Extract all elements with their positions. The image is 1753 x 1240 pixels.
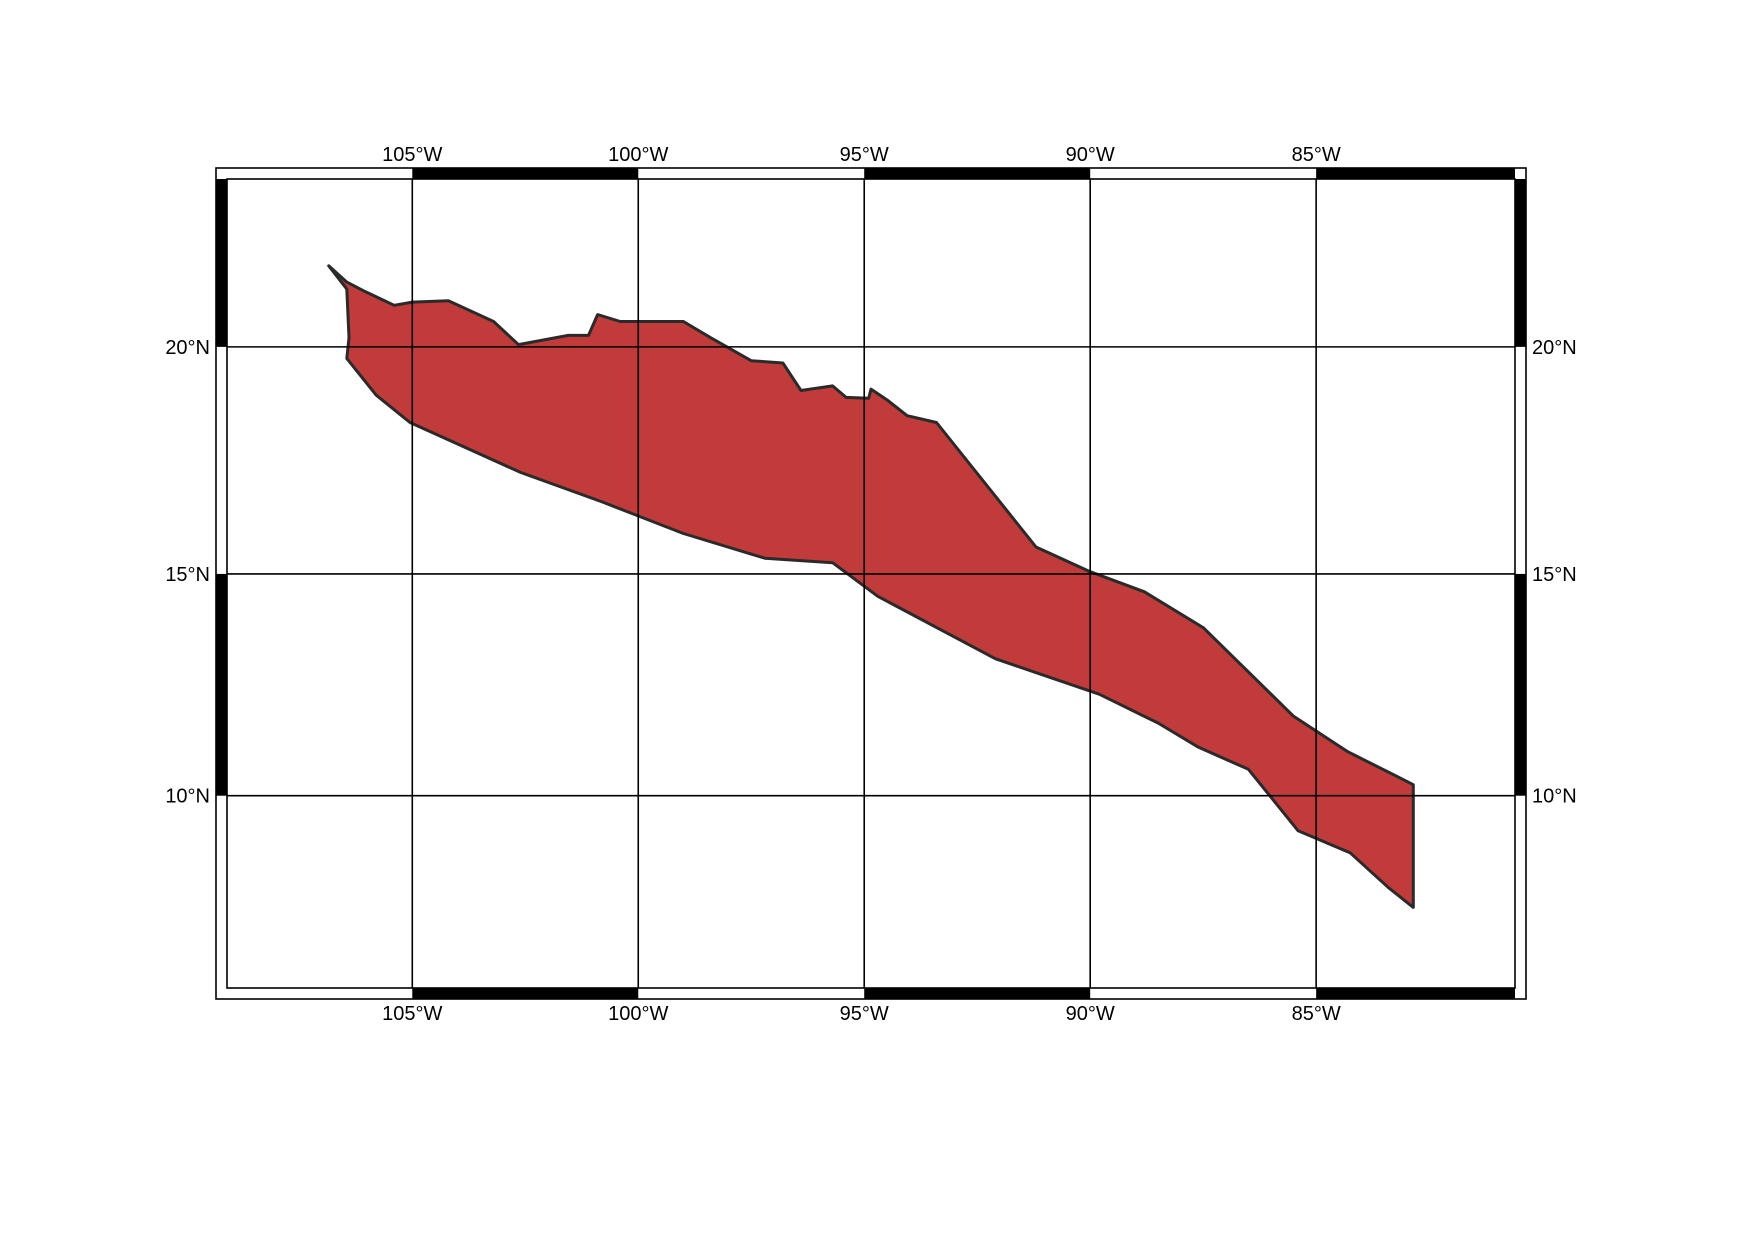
frame-segment-left — [216, 179, 227, 347]
frame-segment-top — [1316, 168, 1515, 179]
coordinate-labels: 105°W 105°W 100°W 100°W 95°W 95°W 90°W 90°W 85°W… — [165, 144, 1576, 1025]
frame-segment-bottom — [864, 988, 1091, 999]
lon-label-bottom: 105°W — [382, 1003, 442, 1025]
lat-label-left: 10°N — [165, 786, 210, 808]
region-polygon — [327, 264, 1415, 909]
frame-segment-bottom — [1316, 988, 1515, 999]
lon-label-top: 85°W — [1292, 144, 1341, 166]
lat-label-right: 20°N — [1532, 337, 1577, 359]
map-frame — [215, 167, 1527, 1000]
lon-label-bottom: 95°W — [840, 1003, 889, 1025]
frame-segment-right — [1515, 573, 1526, 796]
frame-segment-top — [412, 168, 639, 179]
lon-label-top: 105°W — [382, 144, 442, 166]
lon-label-top: 95°W — [840, 144, 889, 166]
graticule — [227, 179, 1515, 988]
lat-label-left: 15°N — [165, 564, 210, 586]
lat-label-left: 20°N — [165, 337, 210, 359]
lon-label-bottom: 90°W — [1066, 1003, 1115, 1025]
lon-label-bottom: 100°W — [608, 1003, 668, 1025]
lat-label-right: 10°N — [1532, 786, 1577, 808]
lat-label-right: 15°N — [1532, 564, 1577, 586]
lon-label-top: 90°W — [1066, 144, 1115, 166]
region-layer — [327, 264, 1415, 909]
frame-segment-top — [864, 168, 1091, 179]
frame-segment-right — [1515, 179, 1526, 347]
frame-segment-bottom — [412, 988, 639, 999]
lon-label-top: 100°W — [608, 144, 668, 166]
frame-segment-left — [216, 573, 227, 796]
lon-label-bottom: 85°W — [1292, 1003, 1341, 1025]
